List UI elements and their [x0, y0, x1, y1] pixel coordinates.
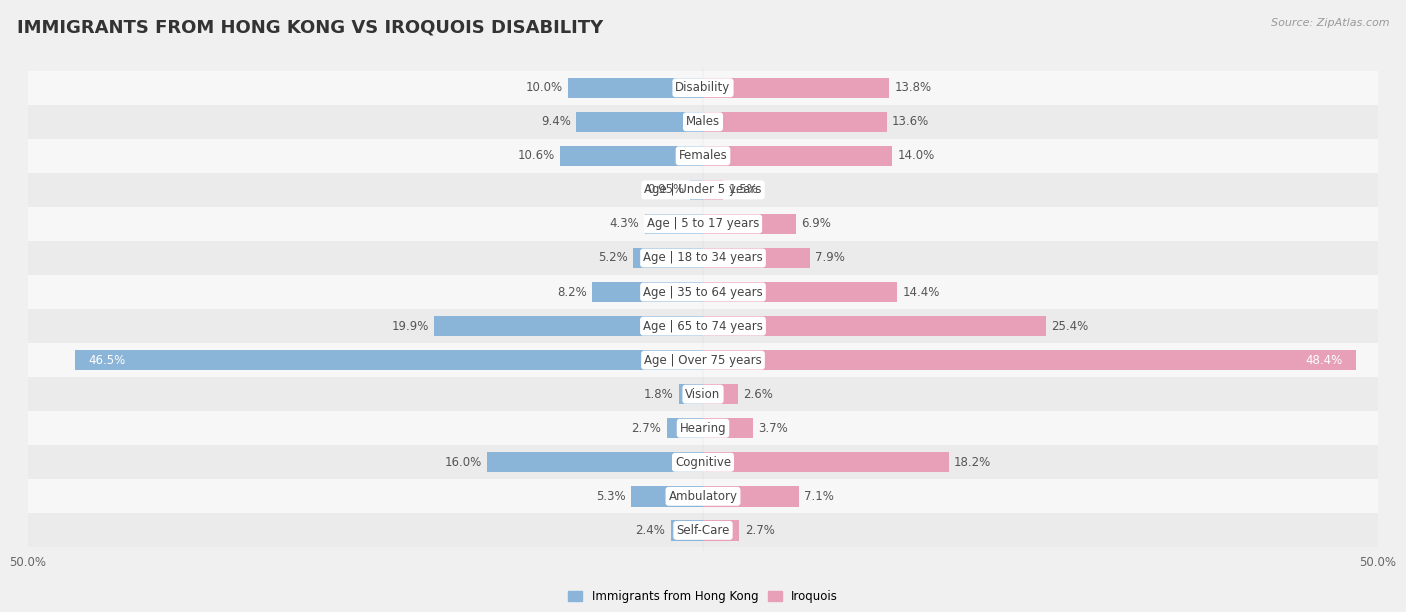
Text: 9.4%: 9.4% — [541, 115, 571, 129]
Text: Age | Over 75 years: Age | Over 75 years — [644, 354, 762, 367]
Text: Hearing: Hearing — [679, 422, 727, 435]
Bar — [703, 146, 891, 166]
Text: 5.3%: 5.3% — [596, 490, 626, 503]
Bar — [703, 452, 949, 472]
Text: 48.4%: 48.4% — [1306, 354, 1343, 367]
Bar — [679, 384, 703, 405]
Text: 1.5%: 1.5% — [728, 184, 758, 196]
Text: 14.0%: 14.0% — [897, 149, 935, 162]
Bar — [703, 214, 796, 234]
Text: 7.1%: 7.1% — [804, 490, 834, 503]
Bar — [28, 513, 1378, 547]
Bar — [703, 316, 1046, 337]
Bar — [690, 180, 703, 200]
Bar — [645, 214, 703, 234]
Text: 18.2%: 18.2% — [955, 456, 991, 469]
Bar — [28, 411, 1378, 446]
Text: Vision: Vision — [685, 387, 721, 401]
Bar — [666, 418, 703, 438]
Bar — [703, 248, 810, 268]
Bar — [703, 486, 799, 507]
Text: 2.4%: 2.4% — [636, 524, 665, 537]
Bar — [703, 520, 740, 540]
Text: 3.7%: 3.7% — [758, 422, 789, 435]
Bar — [671, 520, 703, 540]
Text: Source: ZipAtlas.com: Source: ZipAtlas.com — [1271, 18, 1389, 28]
Bar — [576, 111, 703, 132]
Text: Self-Care: Self-Care — [676, 524, 730, 537]
Bar — [703, 350, 1357, 370]
Bar — [633, 248, 703, 268]
Text: Cognitive: Cognitive — [675, 456, 731, 469]
Text: 0.95%: 0.95% — [648, 184, 685, 196]
Text: Age | 5 to 17 years: Age | 5 to 17 years — [647, 217, 759, 231]
Bar — [703, 384, 738, 405]
Bar — [703, 78, 889, 98]
Text: 6.9%: 6.9% — [801, 217, 831, 231]
Text: 10.0%: 10.0% — [526, 81, 562, 94]
Text: Females: Females — [679, 149, 727, 162]
Bar — [28, 207, 1378, 241]
Bar — [28, 377, 1378, 411]
Text: 8.2%: 8.2% — [557, 286, 586, 299]
Bar — [28, 343, 1378, 377]
Text: Disability: Disability — [675, 81, 731, 94]
Bar — [28, 241, 1378, 275]
Text: 14.4%: 14.4% — [903, 286, 941, 299]
Bar — [28, 71, 1378, 105]
Bar — [76, 350, 703, 370]
Bar — [434, 316, 703, 337]
Text: Age | Under 5 years: Age | Under 5 years — [644, 184, 762, 196]
Text: 2.7%: 2.7% — [631, 422, 661, 435]
Text: 4.3%: 4.3% — [610, 217, 640, 231]
Bar — [560, 146, 703, 166]
Bar — [28, 173, 1378, 207]
Text: 46.5%: 46.5% — [89, 354, 127, 367]
Text: 13.6%: 13.6% — [891, 115, 929, 129]
Bar — [28, 105, 1378, 139]
Text: 10.6%: 10.6% — [517, 149, 554, 162]
Text: 25.4%: 25.4% — [1052, 319, 1088, 332]
Text: Ambulatory: Ambulatory — [668, 490, 738, 503]
Bar — [703, 111, 887, 132]
Text: Age | 18 to 34 years: Age | 18 to 34 years — [643, 252, 763, 264]
Bar — [631, 486, 703, 507]
Text: 7.9%: 7.9% — [815, 252, 845, 264]
Bar — [592, 282, 703, 302]
Bar — [28, 309, 1378, 343]
Legend: Immigrants from Hong Kong, Iroquois: Immigrants from Hong Kong, Iroquois — [564, 585, 842, 608]
Text: Age | 35 to 64 years: Age | 35 to 64 years — [643, 286, 763, 299]
Text: 13.8%: 13.8% — [894, 81, 932, 94]
Text: 16.0%: 16.0% — [444, 456, 482, 469]
Text: 2.6%: 2.6% — [744, 387, 773, 401]
Bar — [28, 139, 1378, 173]
Bar — [703, 180, 723, 200]
Text: 5.2%: 5.2% — [598, 252, 627, 264]
Text: IMMIGRANTS FROM HONG KONG VS IROQUOIS DISABILITY: IMMIGRANTS FROM HONG KONG VS IROQUOIS DI… — [17, 18, 603, 36]
Bar — [703, 282, 897, 302]
Bar — [28, 479, 1378, 513]
Text: Males: Males — [686, 115, 720, 129]
Text: 19.9%: 19.9% — [392, 319, 429, 332]
Text: Age | 65 to 74 years: Age | 65 to 74 years — [643, 319, 763, 332]
Bar — [703, 418, 754, 438]
Bar — [568, 78, 703, 98]
Bar — [486, 452, 703, 472]
Bar — [28, 275, 1378, 309]
Text: 2.7%: 2.7% — [745, 524, 775, 537]
Bar — [28, 446, 1378, 479]
Text: 1.8%: 1.8% — [644, 387, 673, 401]
